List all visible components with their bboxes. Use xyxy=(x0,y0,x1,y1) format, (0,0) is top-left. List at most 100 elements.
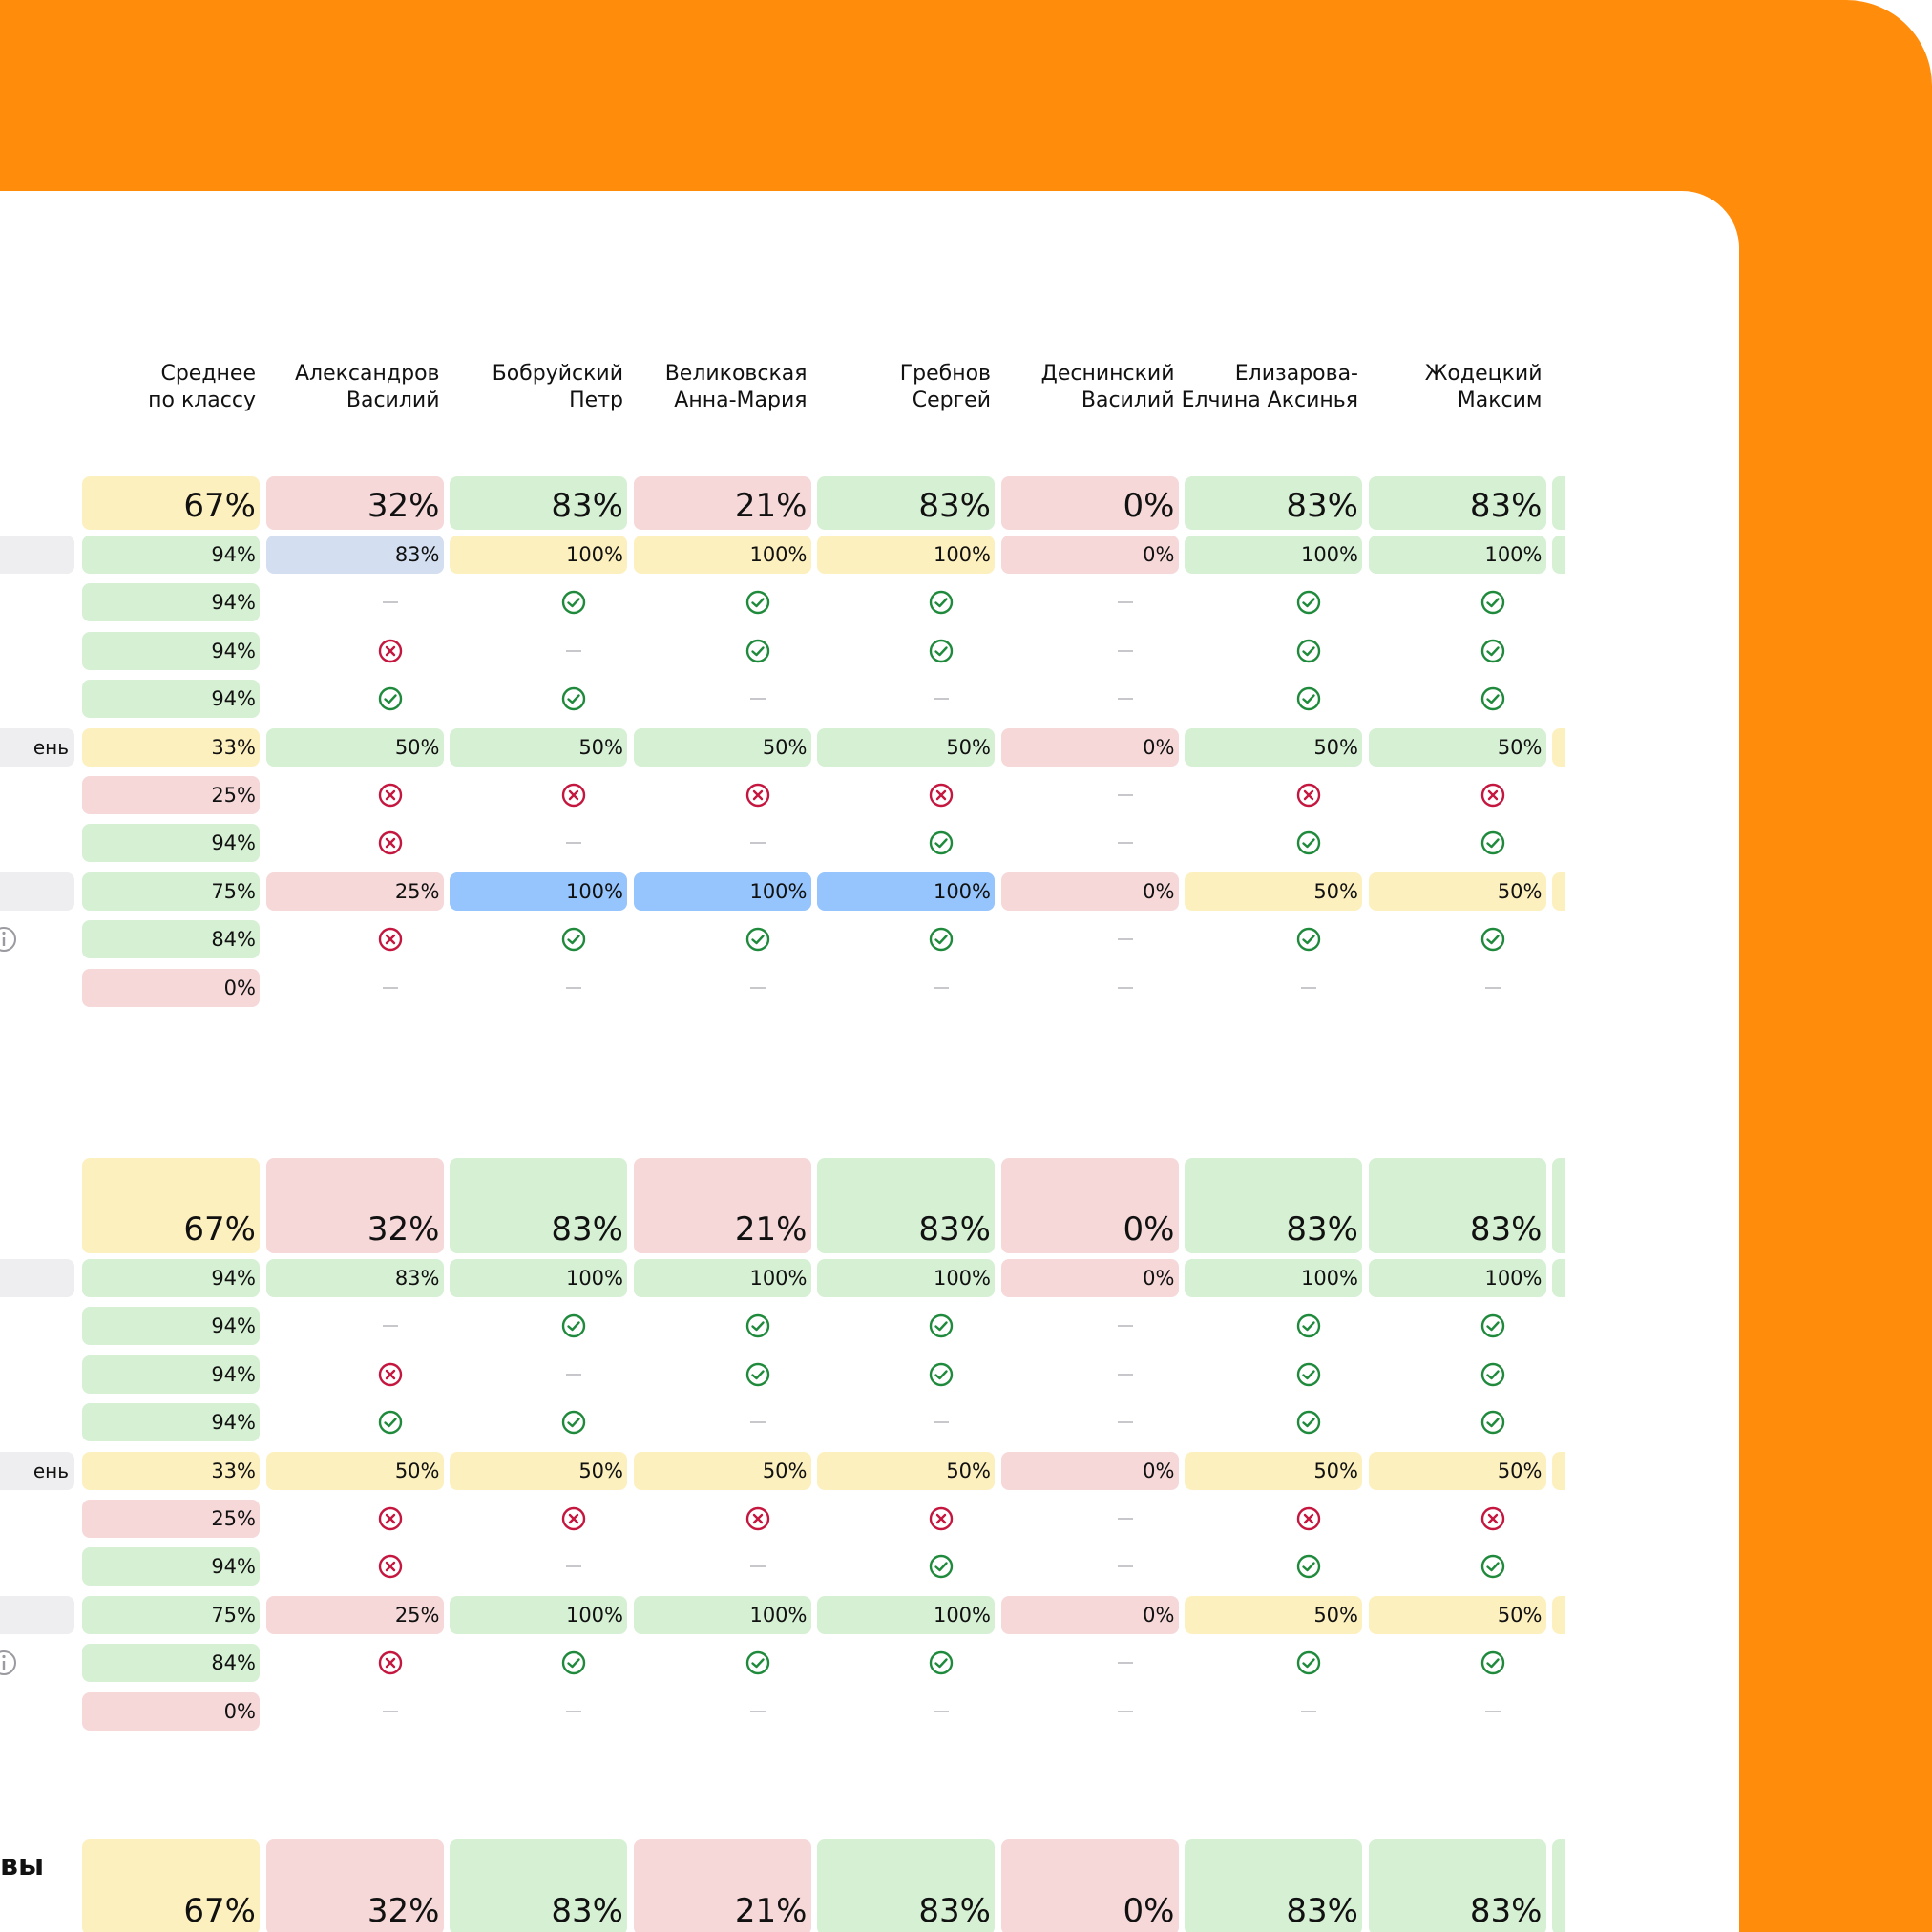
dash-icon[interactable] xyxy=(266,969,444,1007)
check-icon[interactable] xyxy=(1185,680,1362,718)
check-icon[interactable] xyxy=(450,583,627,621)
check-icon[interactable] xyxy=(634,1644,811,1682)
check-icon[interactable] xyxy=(1369,1403,1546,1441)
score-cell[interactable]: 50% xyxy=(450,727,627,766)
check-icon[interactable] xyxy=(1185,632,1362,670)
dash-icon[interactable] xyxy=(1001,1307,1179,1345)
score-cell[interactable]: 100% xyxy=(817,1595,995,1634)
check-icon[interactable] xyxy=(1369,1644,1546,1682)
total-score-cell[interactable]: 32% xyxy=(265,1839,444,1932)
score-cell[interactable]: 50% xyxy=(633,1451,811,1490)
score-cell[interactable]: 50% xyxy=(1185,1595,1362,1634)
total-score-cell[interactable]: 32% xyxy=(265,476,444,530)
dash-icon[interactable] xyxy=(266,1307,444,1345)
check-icon[interactable] xyxy=(266,1403,444,1441)
score-cell[interactable]: 50% xyxy=(1185,727,1362,766)
score-cell[interactable]: 50% xyxy=(633,727,811,766)
row-label[interactable] xyxy=(0,1259,74,1297)
check-icon[interactable] xyxy=(450,920,627,958)
score-cell[interactable]: 100% xyxy=(450,872,627,911)
total-score-cell[interactable]: 21% xyxy=(633,1839,811,1932)
dash-icon[interactable] xyxy=(1001,1547,1179,1586)
dash-icon[interactable] xyxy=(634,969,811,1007)
score-cell[interactable]: 100% xyxy=(817,536,995,574)
check-icon[interactable] xyxy=(1185,583,1362,621)
dash-icon[interactable] xyxy=(1001,1692,1179,1731)
score-cell[interactable]: 25% xyxy=(265,1595,444,1634)
column-header-student[interactable]: Гребнов Сергей xyxy=(899,362,991,412)
total-score-cell[interactable]: 21% xyxy=(633,1158,811,1253)
cross-icon[interactable] xyxy=(1369,776,1546,814)
score-cell[interactable]: 100% xyxy=(633,1595,811,1634)
total-score-cell[interactable]: 83% xyxy=(1185,1158,1362,1253)
dash-icon[interactable] xyxy=(1185,1692,1362,1731)
dash-icon[interactable] xyxy=(1185,969,1362,1007)
total-score-cell[interactable]: 0% xyxy=(1000,1158,1179,1253)
dash-icon[interactable] xyxy=(1001,632,1179,670)
dash-icon[interactable] xyxy=(450,1355,627,1394)
score-cell[interactable]: 50% xyxy=(1185,1451,1362,1490)
score-cell[interactable]: 50% xyxy=(1368,872,1546,911)
cross-icon[interactable] xyxy=(266,1644,444,1682)
info-icon[interactable] xyxy=(0,922,21,956)
total-score-cell[interactable]: 83% xyxy=(1368,1158,1546,1253)
check-icon[interactable] xyxy=(634,1307,811,1345)
dash-icon[interactable] xyxy=(1001,776,1179,814)
cross-icon[interactable] xyxy=(450,776,627,814)
cross-icon[interactable] xyxy=(634,1500,811,1538)
row-label[interactable] xyxy=(0,1595,74,1634)
cross-icon[interactable] xyxy=(266,824,444,862)
check-icon[interactable] xyxy=(1185,920,1362,958)
dash-icon[interactable] xyxy=(1001,1355,1179,1394)
check-icon[interactable] xyxy=(450,1307,627,1345)
total-score-cell[interactable]: 0% xyxy=(1000,1839,1179,1932)
dash-icon[interactable] xyxy=(634,680,811,718)
cross-icon[interactable] xyxy=(817,776,995,814)
score-cell[interactable]: 0% xyxy=(1000,1595,1179,1634)
score-cell[interactable]: 100% xyxy=(633,536,811,574)
dash-icon[interactable] xyxy=(1001,1403,1179,1441)
check-icon[interactable] xyxy=(1369,1547,1546,1586)
score-cell[interactable]: 100% xyxy=(817,1259,995,1297)
total-score-cell[interactable]: 83% xyxy=(817,1158,995,1253)
cross-icon[interactable] xyxy=(266,1500,444,1538)
cross-icon[interactable] xyxy=(1185,1500,1362,1538)
dash-icon[interactable] xyxy=(1369,1692,1546,1731)
total-score-cell[interactable]: 21% xyxy=(633,476,811,530)
column-header-student[interactable]: Александров Василий xyxy=(295,362,440,412)
score-cell[interactable]: 50% xyxy=(450,1451,627,1490)
score-cell[interactable]: 83% xyxy=(265,536,444,574)
cross-icon[interactable] xyxy=(266,1547,444,1586)
score-cell[interactable]: 0% xyxy=(1000,1451,1179,1490)
total-score-cell[interactable]: 0% xyxy=(1000,476,1179,530)
score-cell[interactable]: 100% xyxy=(1368,536,1546,574)
score-cell[interactable]: 50% xyxy=(265,727,444,766)
dash-icon[interactable] xyxy=(817,1403,995,1441)
dash-icon[interactable] xyxy=(1369,969,1546,1007)
cross-icon[interactable] xyxy=(450,1500,627,1538)
total-score-cell[interactable]: 83% xyxy=(1368,476,1546,530)
cross-icon[interactable] xyxy=(266,776,444,814)
score-cell[interactable]: 50% xyxy=(1368,1451,1546,1490)
total-score-cell[interactable]: 83% xyxy=(450,1158,627,1253)
column-header-student[interactable]: Деснинский Василий xyxy=(1040,362,1175,412)
cross-icon[interactable] xyxy=(634,776,811,814)
dash-icon[interactable] xyxy=(450,969,627,1007)
check-icon[interactable] xyxy=(817,824,995,862)
total-score-cell[interactable]: 83% xyxy=(450,1839,627,1932)
dash-icon[interactable] xyxy=(1001,680,1179,718)
score-cell[interactable]: 0% xyxy=(1000,872,1179,911)
cross-icon[interactable] xyxy=(1185,776,1362,814)
score-cell[interactable]: 100% xyxy=(450,1595,627,1634)
check-icon[interactable] xyxy=(1369,1307,1546,1345)
dash-icon[interactable] xyxy=(450,824,627,862)
check-icon[interactable] xyxy=(634,1355,811,1394)
check-icon[interactable] xyxy=(1369,632,1546,670)
total-score-cell[interactable]: 83% xyxy=(450,476,627,530)
score-cell[interactable]: 100% xyxy=(1368,1259,1546,1297)
total-score-cell[interactable]: 83% xyxy=(1185,476,1362,530)
check-icon[interactable] xyxy=(1185,1644,1362,1682)
check-icon[interactable] xyxy=(817,632,995,670)
dash-icon[interactable] xyxy=(450,1547,627,1586)
cross-icon[interactable] xyxy=(817,1500,995,1538)
